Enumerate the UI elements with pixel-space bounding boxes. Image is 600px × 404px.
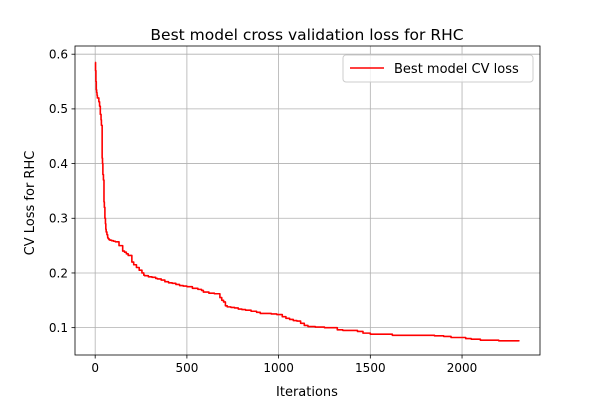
legend: Best model CV loss	[342, 54, 534, 83]
x-axis-ticks: 0 500 1000 1500 2000	[91, 355, 477, 375]
axes-frame	[74, 45, 541, 356]
grid-lines	[75, 46, 540, 355]
y-axis-label: CV Loss for RHC	[23, 151, 38, 256]
y-tick-label: 0.6	[49, 48, 68, 62]
y-tick-label: 0.4	[49, 157, 68, 171]
legend-label: Best model CV loss	[394, 62, 519, 77]
x-tick-label: 0	[91, 361, 99, 375]
y-tick-label: 0.3	[49, 212, 68, 226]
x-axis-label: Iterations	[276, 385, 338, 400]
y-tick-label: 0.1	[49, 321, 68, 335]
x-tick-label: 1500	[355, 361, 386, 375]
x-tick-label: 500	[175, 361, 198, 375]
series-layer	[94, 61, 520, 342]
y-tick-label: 0.5	[49, 102, 68, 116]
y-axis-ticks: 0.1 0.2 0.3 0.4 0.5 0.6	[49, 48, 75, 335]
series-line-best-model-cv-loss	[94, 61, 520, 342]
legend-box	[342, 54, 534, 83]
y-tick-label: 0.2	[49, 266, 68, 280]
chart-title: Best model cross validation loss for RHC	[150, 26, 463, 44]
x-tick-label: 2000	[447, 361, 478, 375]
x-tick-label: 1000	[263, 361, 294, 375]
